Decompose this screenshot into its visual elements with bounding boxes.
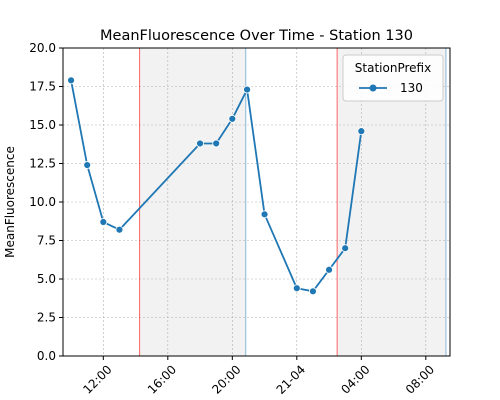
data-point [293,285,300,292]
y-tick-label: 7.5 [37,234,56,248]
x-axis: 12:00 16:00 20:00 21-04 04:00 08:00 [80,356,437,397]
data-point [358,128,365,135]
data-point [84,162,91,169]
data-point [326,266,333,273]
y-tick-label: 2.5 [37,311,56,325]
y-tick-label: 12.5 [29,157,56,171]
legend: StationPrefix 130 [343,55,443,101]
y-tick-label: 5.0 [37,272,56,286]
data-point [100,219,107,226]
y-axis: 0.0 2.5 5.0 7.5 10.0 12.5 15.0 17.5 20.0 [29,41,63,363]
data-point [68,77,75,84]
data-point [342,245,349,252]
legend-marker-sample [370,85,377,92]
data-point [116,226,123,233]
x-tick-label: 08:00 [403,362,437,396]
y-tick-label: 0.0 [37,349,56,363]
chart-title: MeanFluorescence Over Time - Station 130 [100,28,413,44]
x-tick-label: 16:00 [145,362,179,396]
data-point [261,211,268,218]
data-point [229,115,236,122]
y-tick-label: 17.5 [29,80,56,94]
x-tick-label: 04:00 [338,362,372,396]
x-tick-label: 12:00 [80,362,114,396]
legend-series-label: 130 [400,81,423,95]
data-point [197,140,204,147]
y-axis-label: MeanFluorescence [3,146,17,258]
x-tick-label: 21-04 [274,362,309,397]
x-tick-label: 20:00 [209,362,243,396]
legend-title: StationPrefix [355,61,431,75]
y-tick-label: 15.0 [29,118,56,132]
y-tick-label: 20.0 [29,41,56,55]
data-point [309,288,316,295]
data-point [244,86,251,93]
data-point [213,140,220,147]
y-tick-label: 10.0 [29,195,56,209]
